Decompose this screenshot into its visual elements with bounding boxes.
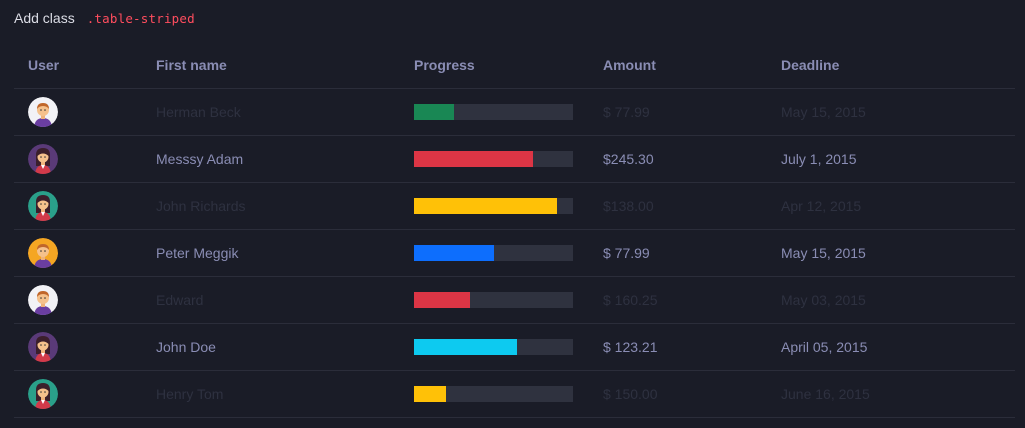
progress-bar [414,151,573,167]
female-avatar-icon [28,332,58,362]
table-body: Herman Beck $ 77.99 May 15, 2015 Messsy Ada… [14,89,1015,418]
table-row[interactable]: Edward $ 160.25 May 03, 2015 [14,277,1015,324]
amount-cell: $ 77.99 [603,104,650,120]
user-cell [14,379,156,409]
progress-cell [414,386,603,402]
male-avatar-icon [28,97,58,127]
male-avatar-icon [28,238,58,268]
deadline-cell: May 15, 2015 [781,104,866,120]
deadline-cell: July 1, 2015 [781,151,857,167]
first-name-cell: Messsy Adam [156,151,244,167]
deadline-cell: May 15, 2015 [781,245,866,261]
first-name-cell: Henry Tom [156,386,224,402]
female-avatar-icon [28,144,58,174]
table-row[interactable]: John Doe $ 123.21 April 05, 2015 [14,324,1015,371]
progress-cell [414,339,603,355]
deadline-cell: April 05, 2015 [781,339,868,355]
progress-cell [414,245,603,261]
amount-cell: $ 150.00 [603,386,658,402]
user-cell [14,191,156,221]
header-user[interactable]: User [28,57,60,73]
header-amount[interactable]: Amount [603,57,656,73]
progress-bar [414,245,573,261]
caption-code: .table-striped [86,10,195,26]
user-cell [14,97,156,127]
user-cell [14,238,156,268]
progress-bar [414,339,573,355]
first-name-cell: Herman Beck [156,104,241,120]
progress-cell [414,104,603,120]
progress-bar-fill [414,386,446,402]
progress-cell [414,198,603,214]
user-cell [14,332,156,362]
header-first-name[interactable]: First name [156,57,227,73]
progress-bar [414,104,573,120]
table-header: User First name Progress Amount Deadline [14,42,1015,89]
data-table: User First name Progress Amount Deadline… [14,42,1015,418]
female-avatar-icon [28,379,58,409]
progress-bar-fill [414,292,470,308]
progress-cell [414,292,603,308]
header-deadline[interactable]: Deadline [781,57,840,73]
table-row[interactable]: Messsy Adam $245.30 July 1, 2015 [14,136,1015,183]
caption: Add class .table-striped [14,9,195,27]
first-name-cell: Edward [156,292,204,308]
first-name-cell: John Richards [156,198,246,214]
deadline-cell: May 03, 2015 [781,292,866,308]
user-cell [14,285,156,315]
male-avatar-icon [28,285,58,315]
progress-bar [414,292,573,308]
amount-cell: $ 77.99 [603,245,650,261]
deadline-cell: June 16, 2015 [781,386,870,402]
progress-bar-fill [414,151,534,167]
amount-cell: $245.30 [603,151,654,167]
progress-bar-fill [414,339,518,355]
first-name-cell: John Doe [156,339,216,355]
deadline-cell: Apr 12, 2015 [781,198,862,214]
table-row[interactable]: Peter Meggik $ 77.99 May 15, 2015 [14,230,1015,277]
table-row[interactable]: Herman Beck $ 77.99 May 15, 2015 [14,89,1015,136]
user-cell [14,144,156,174]
table-row[interactable]: John Richards $138.00 Apr 12, 2015 [14,183,1015,230]
female-avatar-icon [28,191,58,221]
header-progress[interactable]: Progress [414,57,475,73]
amount-cell: $ 160.25 [603,292,658,308]
progress-bar-fill [414,245,494,261]
progress-bar-fill [414,198,558,214]
progress-cell [414,151,603,167]
amount-cell: $ 123.21 [603,339,658,355]
caption-text: Add class [14,10,75,26]
progress-bar-fill [414,104,454,120]
table-row[interactable]: Henry Tom $ 150.00 June 16, 2015 [14,371,1015,418]
progress-bar [414,386,573,402]
amount-cell: $138.00 [603,198,654,214]
progress-bar [414,198,573,214]
first-name-cell: Peter Meggik [156,245,239,261]
